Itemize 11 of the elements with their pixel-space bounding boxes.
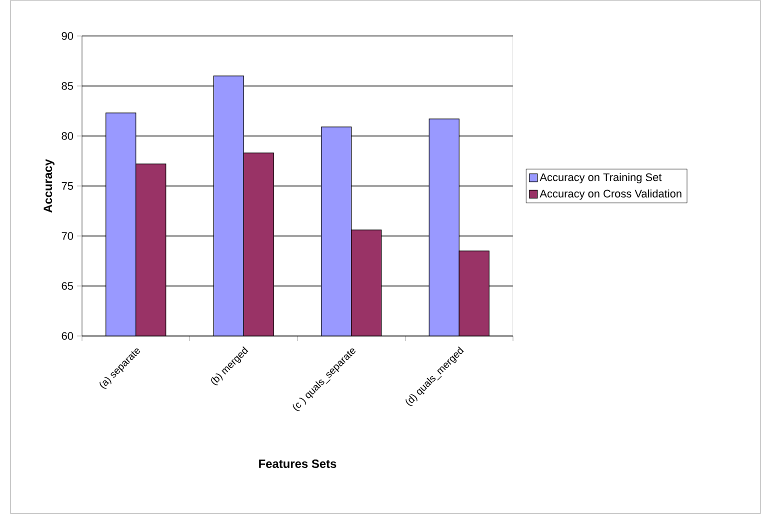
- y-tick-label: 90: [62, 32, 74, 40]
- y-tick-label: 65: [62, 282, 74, 290]
- legend-label: Accuracy on Cross Validation: [540, 189, 682, 200]
- y-tick-label: 60: [62, 332, 74, 340]
- y-tick-label: 85: [62, 82, 74, 90]
- y-tick-label: 75: [62, 182, 74, 190]
- y-tick-label: 70: [62, 232, 74, 240]
- y-axis-title: Accuracy: [44, 159, 54, 213]
- x-axis-title: Features Sets: [259, 460, 336, 468]
- legend-label: Accuracy on Training Set: [540, 173, 662, 184]
- y-tick-label: 80: [62, 132, 74, 140]
